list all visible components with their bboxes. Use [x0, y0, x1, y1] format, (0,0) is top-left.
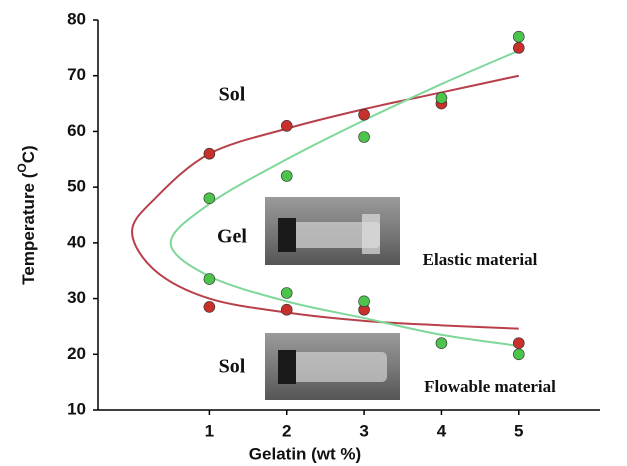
data-point: [512, 348, 525, 361]
data-point: [358, 108, 370, 121]
annotation: Elastic material: [423, 250, 538, 269]
y-axis-label: Temperature (OC): [15, 145, 38, 284]
x-tick-label: 4: [437, 421, 447, 440]
annotation: Gel: [217, 226, 247, 248]
y-tick-label: 60: [67, 121, 86, 140]
annotation: Flowable material: [424, 377, 556, 396]
photo-elastic: [265, 197, 400, 265]
x-tick-label: 3: [359, 421, 368, 440]
data-point: [203, 301, 216, 313]
x-tick-label: 2: [282, 421, 291, 440]
y-tick-label: 40: [67, 232, 86, 251]
data-point: [512, 30, 525, 43]
data-point: [280, 303, 293, 316]
data-point: [280, 287, 293, 299]
data-point: [203, 147, 216, 160]
x-tick-label: 1: [205, 421, 214, 440]
y-tick-label: 20: [67, 344, 86, 363]
data-point: [435, 92, 448, 104]
x-tick-label: 5: [514, 421, 523, 440]
y-tick-label: 50: [67, 177, 86, 196]
y-label-end: C): [19, 145, 38, 163]
data-point: [280, 170, 293, 182]
y-tick-label: 70: [67, 65, 86, 84]
data-point: [512, 42, 525, 54]
data-point: [203, 192, 216, 205]
annotation: Sol: [219, 356, 246, 378]
data-point: [512, 337, 525, 349]
y-tick-label: 80: [67, 9, 86, 28]
data-point: [358, 131, 370, 143]
y-label-text: Temperature (: [19, 172, 38, 284]
y-tick-label: 30: [67, 288, 86, 307]
y-tick-label: 10: [67, 399, 86, 418]
photo-flowable: [265, 333, 400, 400]
fit-curve: [169, 49, 520, 347]
data-point: [280, 120, 293, 132]
data-point: [203, 273, 216, 285]
data-point: [358, 295, 370, 308]
data-point: [435, 337, 448, 349]
annotation: Sol: [219, 84, 246, 106]
x-axis-label: Gelatin (wt %): [249, 444, 361, 463]
y-label-sup: O: [15, 163, 29, 172]
